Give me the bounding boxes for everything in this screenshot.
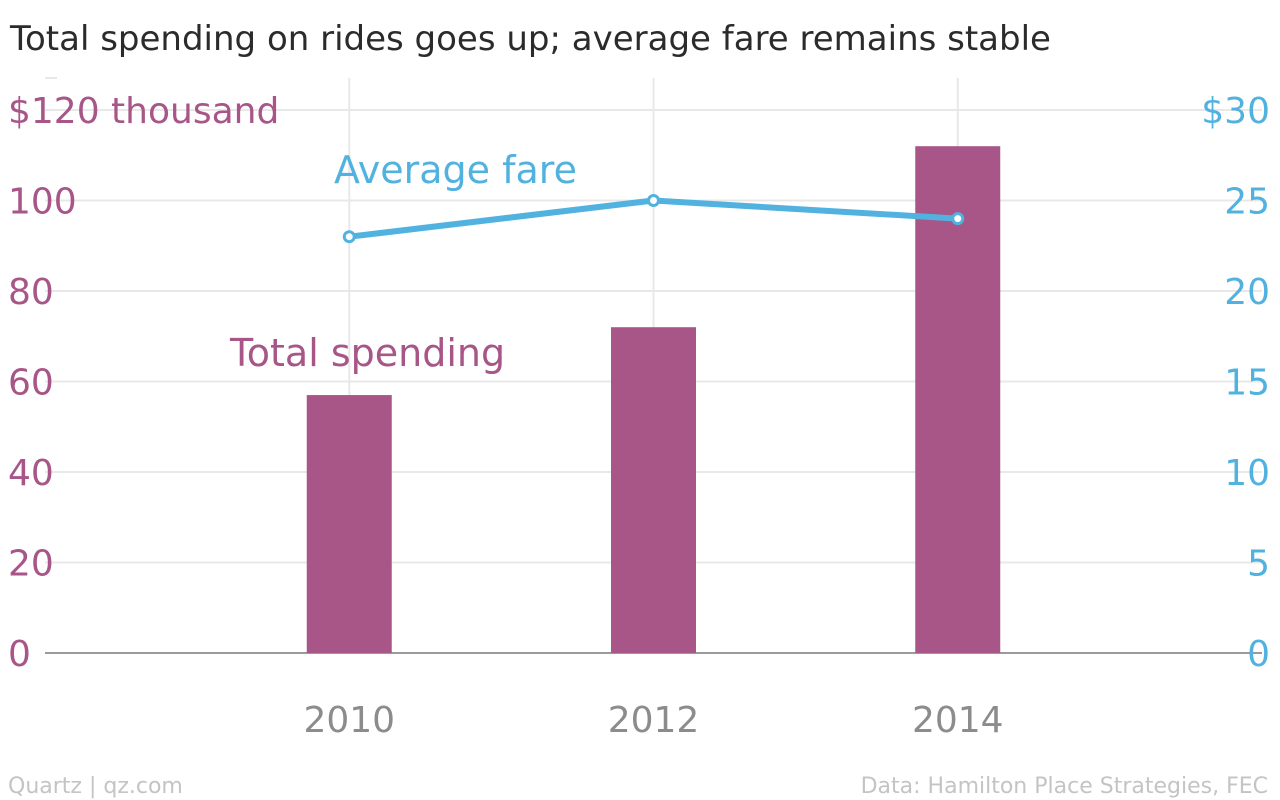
right-tick-label: 10 xyxy=(1224,453,1270,494)
footer-credit: Quartz | qz.com xyxy=(8,774,183,799)
left-tick-label: 60 xyxy=(8,363,54,404)
footer-source: Data: Hamilton Place Strategies, FEC xyxy=(861,774,1268,799)
bars xyxy=(306,146,1001,653)
left-tick-label: $120 thousand xyxy=(8,91,279,132)
bar-2010 xyxy=(306,395,392,653)
x-tick-label: 2012 xyxy=(608,700,700,741)
chart-title: Total spending on rides goes up; average… xyxy=(9,19,1051,59)
left-tick-label: 0 xyxy=(8,634,31,675)
fare-point-2014 xyxy=(951,212,965,226)
left-tick-label: 100 xyxy=(8,182,77,223)
right-tick-label: 25 xyxy=(1224,182,1270,223)
right-tick-label: 15 xyxy=(1224,363,1270,404)
x-tick-label: 2014 xyxy=(912,700,1004,741)
left-tick-label: 20 xyxy=(8,544,54,585)
right-tick-label: 5 xyxy=(1247,544,1270,585)
x-axis: 2010 2012 2014 xyxy=(303,700,1003,741)
right-tick-label: 20 xyxy=(1224,272,1270,313)
series-label-fare: Average fare xyxy=(334,148,577,192)
right-axis: 0 5 10 15 20 25 $30 xyxy=(1201,91,1270,675)
bar-2014 xyxy=(915,146,1001,653)
left-axis: 0 20 40 60 80 100 $120 thousand xyxy=(8,91,279,675)
series-label-spending: Total spending xyxy=(229,331,505,375)
left-tick-label: 40 xyxy=(8,453,54,494)
right-tick-label: $30 xyxy=(1201,91,1270,132)
x-tick-label: 2010 xyxy=(303,700,395,741)
bar-2012 xyxy=(611,327,696,653)
right-tick-label: 0 xyxy=(1247,634,1270,675)
fare-point-2010 xyxy=(342,230,356,244)
fare-line xyxy=(342,194,965,244)
left-tick-label: 80 xyxy=(8,272,54,313)
fare-point-2012 xyxy=(647,194,660,207)
